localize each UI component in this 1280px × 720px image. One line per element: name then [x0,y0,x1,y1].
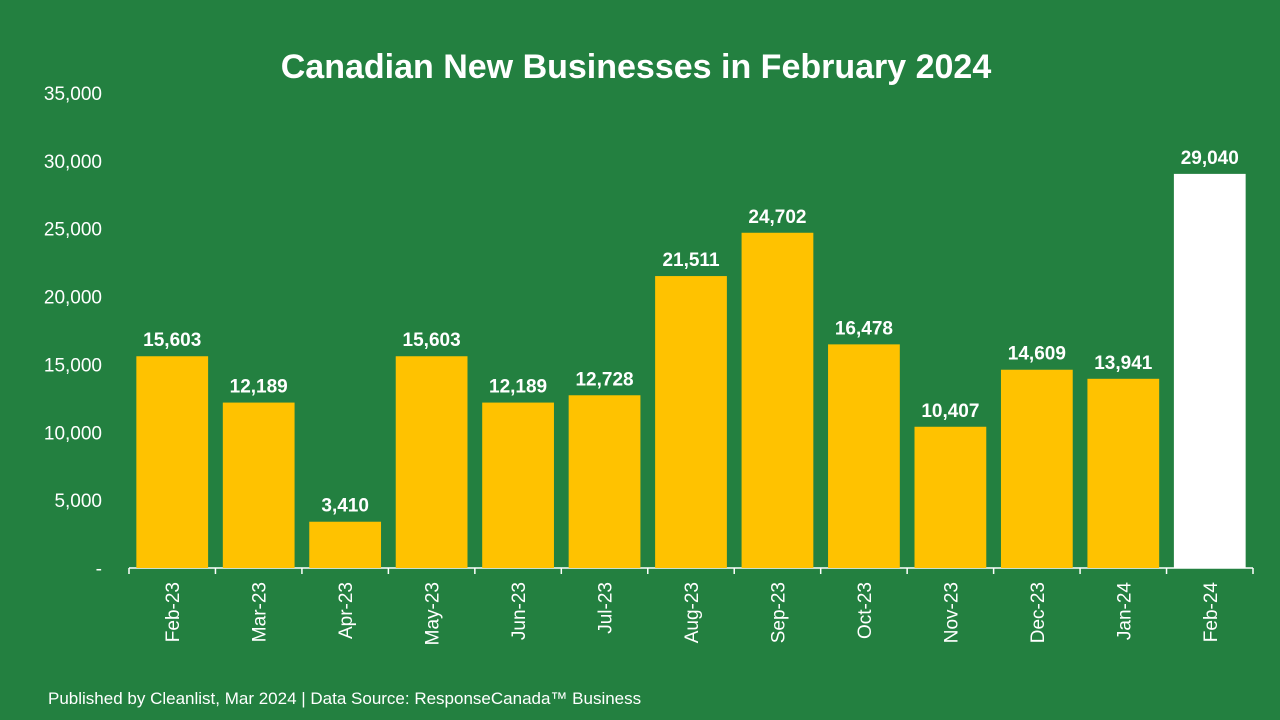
bar [741,232,814,568]
y-tick-label: 5,000 [54,491,102,512]
y-tick-label: 10,000 [44,423,102,444]
bar [1173,173,1246,568]
y-tick-label: 35,000 [44,84,102,105]
x-tick-label: Sep-23 [768,582,789,643]
bar [309,521,382,568]
data-label: 13,941 [1094,353,1153,374]
bar [136,356,209,568]
bar [395,356,468,568]
x-tick-label: Nov-23 [941,582,962,643]
data-label: 15,603 [403,330,461,351]
y-tick-label: 20,000 [44,288,102,309]
x-tick-label: Oct-23 [855,582,876,639]
source-footer: Published by Cleanlist, Mar 2024 | Data … [48,689,642,708]
data-label: 3,410 [321,496,369,517]
y-tick-label: 15,000 [44,355,102,376]
bar [568,395,641,568]
data-label: 12,728 [575,369,633,390]
x-tick-label: May-23 [423,582,444,645]
bar [655,276,727,568]
bar [1087,378,1160,568]
x-tick-label: Dec-23 [1028,582,1049,643]
data-label: 29,040 [1181,148,1239,169]
data-label: 15,603 [143,330,201,351]
x-tick-label: Jul-23 [596,582,617,634]
bar [482,402,554,568]
data-label: 10,407 [921,401,979,422]
bar [222,402,295,568]
y-tick-label: 30,000 [44,152,102,173]
x-tick-label: Feb-24 [1201,582,1222,643]
data-label: 16,478 [835,318,893,339]
y-tick-label: - [96,559,102,580]
y-tick-label: 25,000 [44,220,102,241]
bar [1000,369,1073,568]
data-label: 21,511 [662,250,719,271]
x-tick-label: Apr-23 [336,582,357,639]
data-label: 12,189 [489,377,547,398]
x-tick-label: Jan-24 [1114,582,1135,641]
data-label: 24,702 [748,207,806,228]
x-tick-label: Mar-23 [250,582,271,642]
x-tick-label: Feb-23 [163,582,184,642]
x-tick-label: Aug-23 [682,582,703,643]
chart-title: Canadian New Businesses in February 2024 [280,48,992,86]
bar [914,426,987,568]
data-label: 14,609 [1008,344,1066,365]
bar [828,344,900,568]
x-tick-label: Jun-23 [509,582,530,640]
data-label: 12,189 [230,377,288,398]
